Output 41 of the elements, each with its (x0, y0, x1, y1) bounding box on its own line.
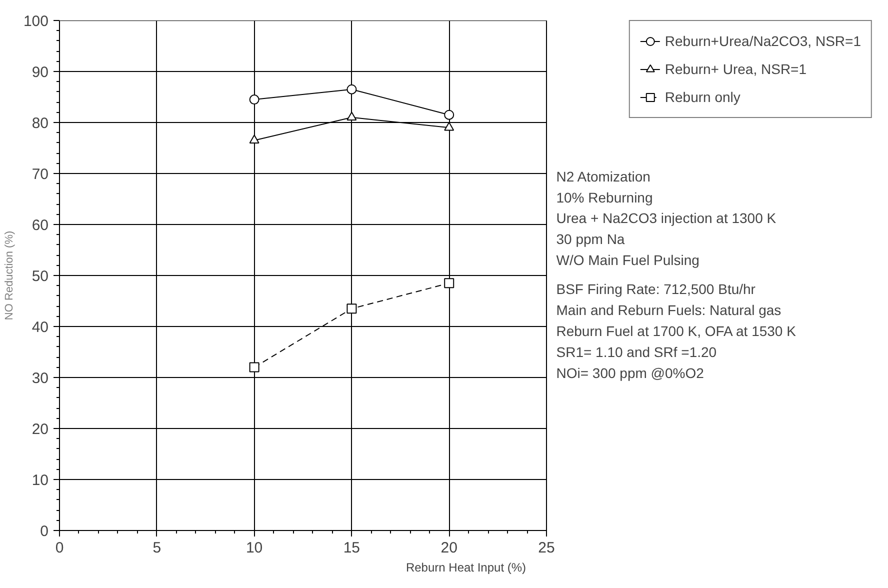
y-tick-label: 40 (32, 319, 49, 336)
legend-label: Reburn only (664, 89, 740, 105)
point (444, 278, 454, 288)
y-tick-label: 60 (32, 217, 49, 234)
y-tick-label: 20 (32, 421, 49, 438)
point (444, 122, 454, 131)
text: 10% Reburning (556, 189, 653, 206)
text: 30 ppm Na (556, 231, 625, 248)
x-axis-title: Reburn Heat Input (%) (406, 560, 526, 574)
legend-label: Reburn+Urea/Na2CO3, NSR=1 (664, 33, 861, 49)
point (444, 110, 454, 120)
text: W/O Main Fuel Pulsing (556, 252, 700, 268)
point (249, 94, 260, 105)
text: NOi= 300 ppm @0%O2 (556, 364, 704, 381)
y-tick-label: 70 (32, 166, 49, 183)
y-tick-label: 90 (32, 64, 49, 81)
x-tick-label: 15 (343, 540, 360, 556)
text: BSF Firing Rate: 712,500 Btu/hr (556, 281, 756, 298)
x-tick-label: 10 (246, 540, 263, 556)
y-tick-label: 10 (32, 472, 49, 489)
text: Urea + Na2CO3 injection at 1300 K (556, 210, 777, 226)
y-tick-label: 0 (40, 523, 48, 540)
point (249, 362, 260, 372)
point (346, 84, 357, 94)
x-tick-label: 5 (152, 540, 162, 556)
y-tick-label: 30 (32, 370, 49, 387)
y-tick-label: 80 (32, 115, 49, 132)
x-tick-label: 0 (55, 540, 64, 556)
text: N2 Atomization (556, 168, 650, 184)
legend-label: Reburn+ Urea, NSR=1 (664, 61, 807, 77)
x-tick-label: 25 (538, 540, 555, 556)
text: Main and Reburn Fuels: Natural gas (556, 302, 782, 318)
text: Reburn Fuel at 1700 K, OFA at 1530 K (556, 322, 797, 339)
text: SR1= 1.10 and SRf =1.20 (556, 344, 717, 360)
y-tick-label: 100 (23, 13, 49, 30)
y-tick-label: 50 (32, 268, 49, 285)
x-tick-label: 20 (440, 540, 458, 556)
point (346, 112, 357, 120)
point (346, 304, 357, 314)
point (249, 134, 260, 144)
y-axis-title: NO Reduction (%) (3, 230, 16, 320)
